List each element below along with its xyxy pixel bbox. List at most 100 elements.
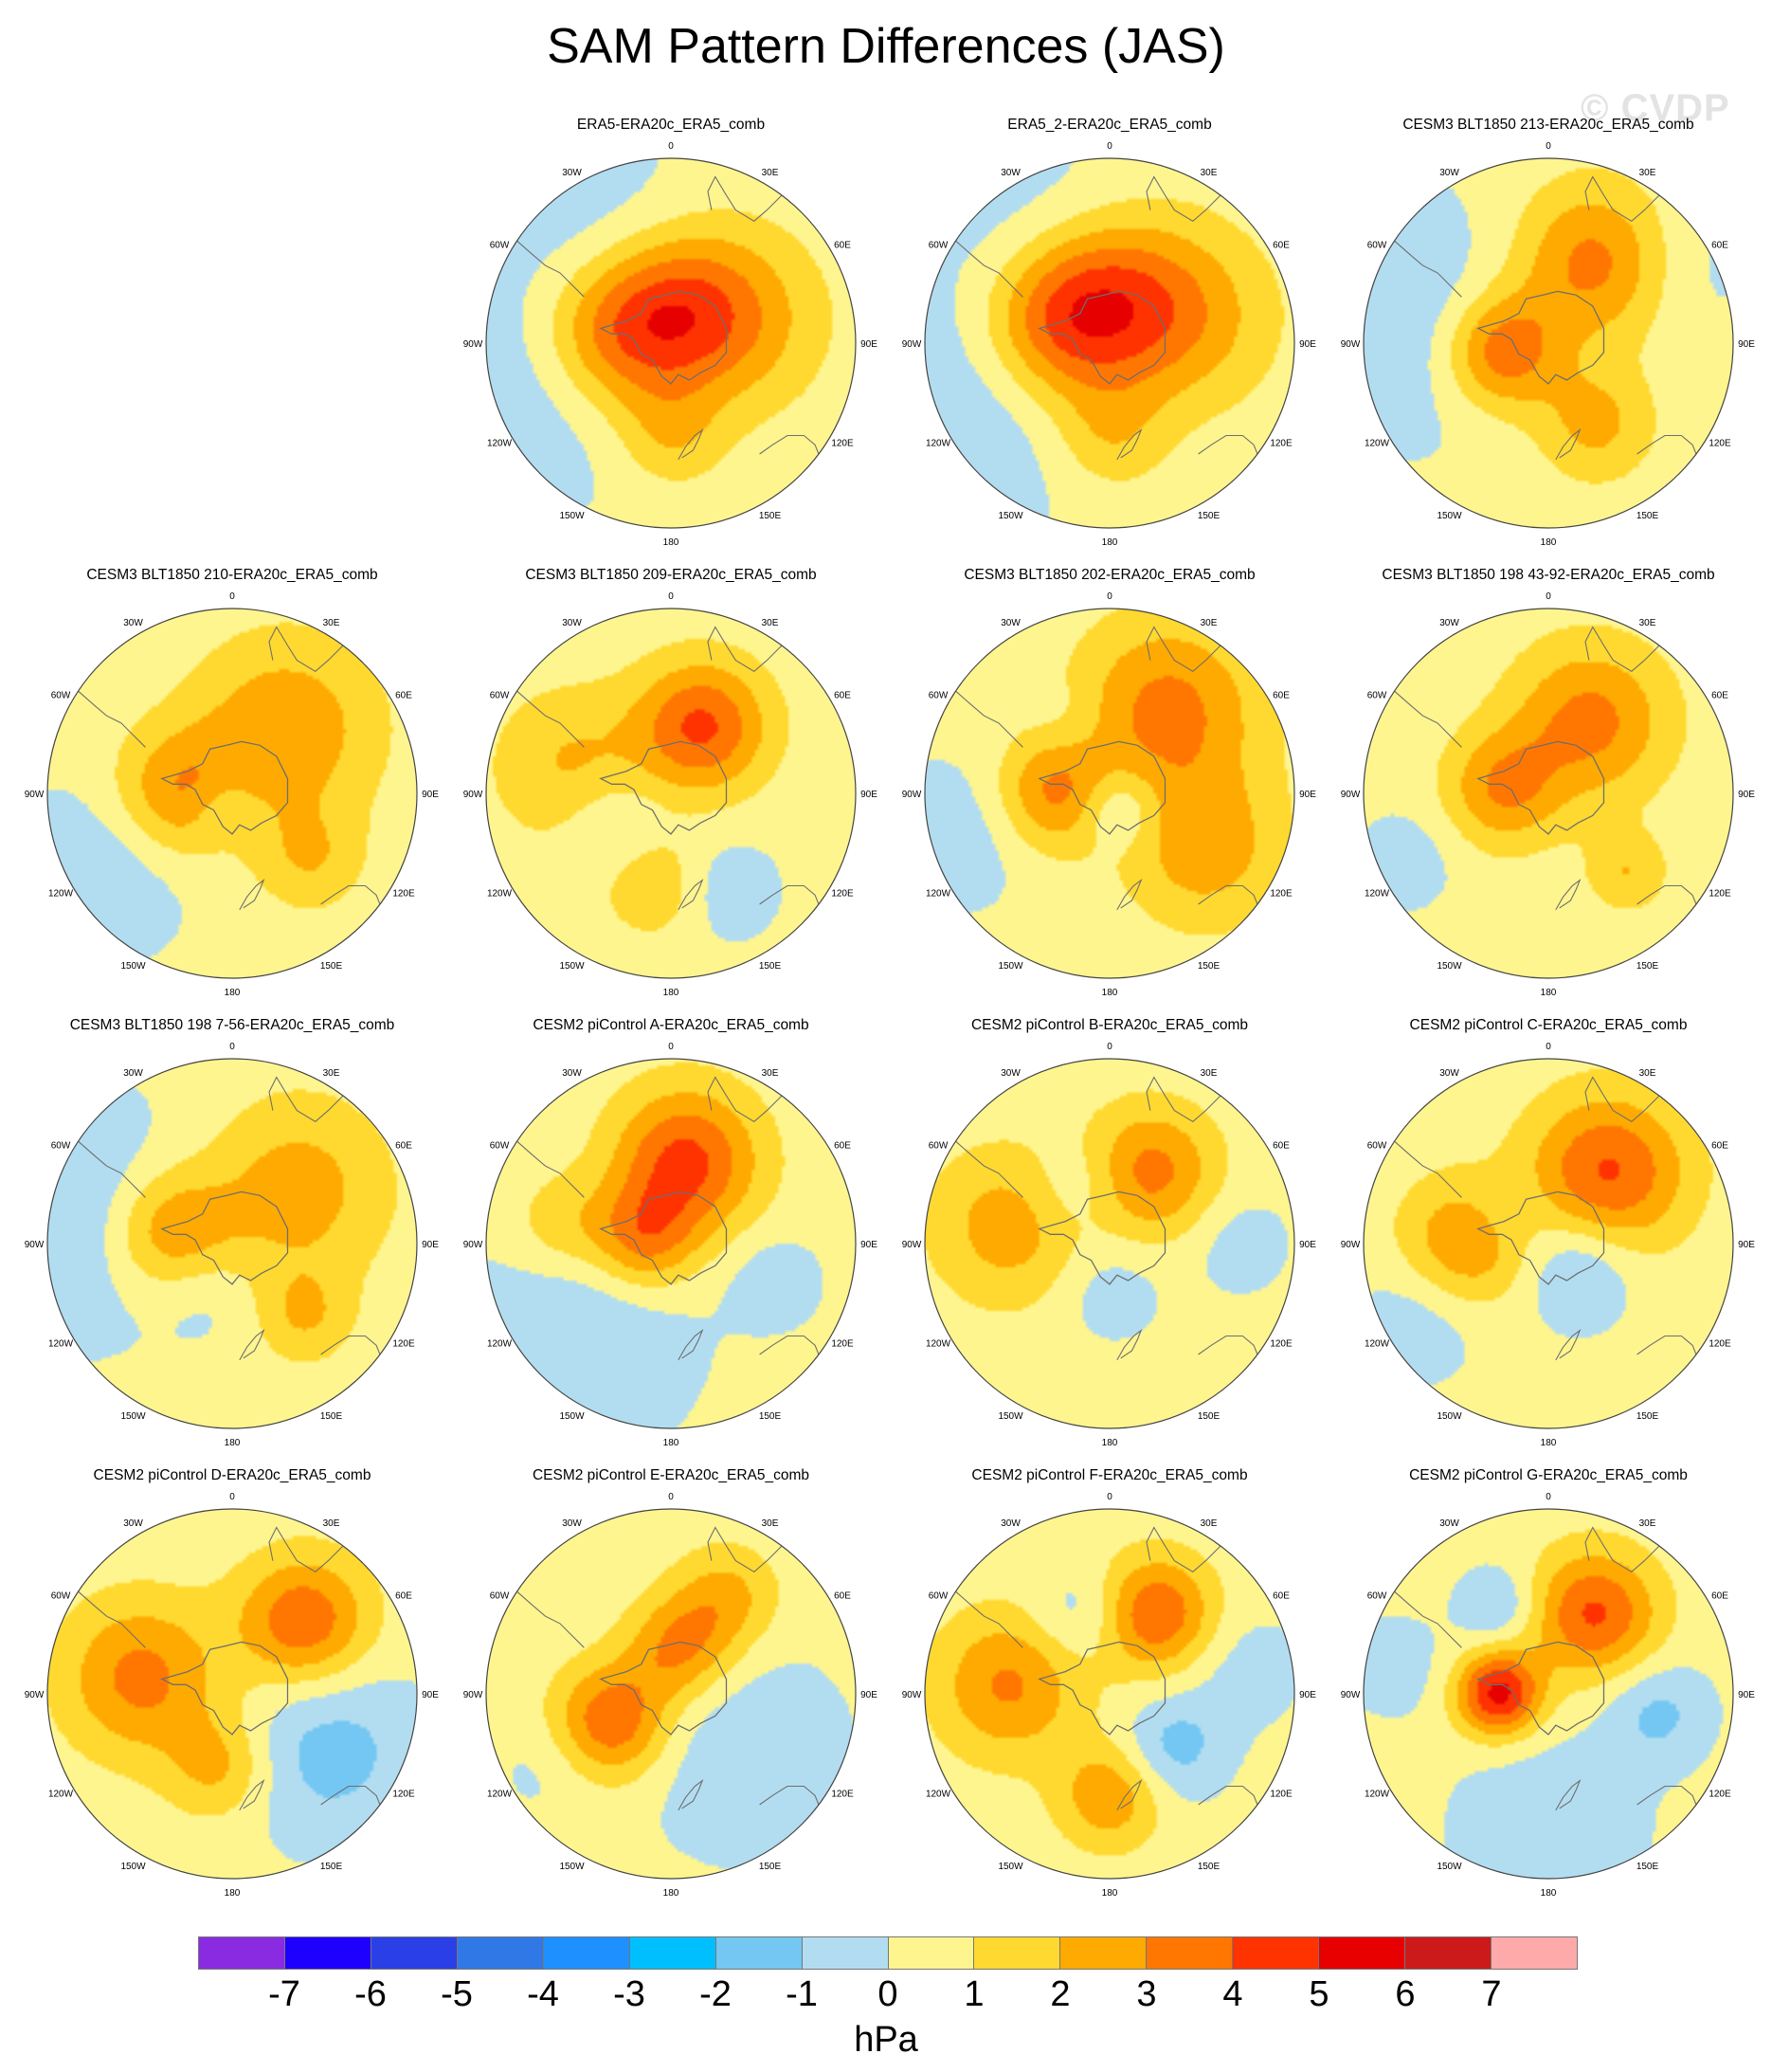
- longitude-label: 60E: [834, 241, 851, 251]
- longitude-label: 60E: [834, 1591, 851, 1602]
- colorbar-tick-label: 5: [1309, 1974, 1329, 2014]
- longitude-label: 90E: [1738, 1240, 1755, 1250]
- map-boundary: [924, 608, 1295, 979]
- longitude-label: 30W: [562, 168, 582, 178]
- map-panel: CESM2 piControl E-ERA20c_ERA5_comb 0 30E 60…: [462, 1466, 879, 1912]
- panel-title: CESM3 BLT1850 213-ERA20c_ERA5_comb: [1402, 117, 1694, 133]
- longitude-label: 150W: [1437, 1411, 1462, 1422]
- longitude-label: 90W: [1341, 1240, 1361, 1250]
- longitude-label: 150W: [998, 1862, 1023, 1872]
- colorbar-swatch: [888, 1937, 975, 1969]
- colorbar-tick-label: -2: [699, 1974, 732, 2014]
- longitude-label: 150W: [998, 1411, 1023, 1422]
- coastline: [1584, 1526, 1660, 1572]
- colorbar-swatch: [629, 1937, 716, 1969]
- longitude-label: 180: [225, 988, 241, 998]
- longitude-label: 150E: [759, 1862, 782, 1872]
- coastline: [1038, 290, 1166, 385]
- longitude-label: 150E: [759, 511, 782, 521]
- longitude-label: 90E: [1738, 339, 1755, 350]
- slp-difference-field: [925, 1509, 1294, 1879]
- map-panel: CESM2 piControl D-ERA20c_ERA5_comb 0 30E 60…: [24, 1466, 441, 1912]
- longitude-label: 90W: [902, 1240, 922, 1250]
- longitude-label: 120E: [831, 1790, 854, 1800]
- colorbar-swatch: [1405, 1937, 1492, 1969]
- coastlines: [1382, 1526, 1705, 1833]
- map-boundary: [485, 1058, 857, 1429]
- polar-stereographic-map: 0 30E 60E 90E 120E 150E 180 150W 120W 90W 60W 30W: [463, 1492, 878, 1899]
- panel-title: CESM2 piControl G-ERA20c_ERA5_comb: [1409, 1467, 1688, 1483]
- longitude-label: 120W: [48, 889, 74, 900]
- coastline: [1038, 740, 1166, 835]
- longitude-label: 60E: [395, 691, 412, 701]
- slp-difference-field: [486, 609, 856, 978]
- longitude-label: 90W: [463, 339, 483, 350]
- panel-title: CESM2 piControl C-ERA20c_ERA5_comb: [1409, 1017, 1688, 1033]
- longitude-label: 120W: [487, 889, 513, 900]
- map-boundary: [1363, 157, 1734, 529]
- longitude-label: 120E: [392, 1790, 415, 1800]
- longitude-label: 120E: [1270, 889, 1293, 900]
- longitude-label: 60E: [1711, 691, 1728, 701]
- coastline: [599, 290, 728, 385]
- longitude-label: 120E: [831, 1339, 854, 1350]
- colorbar-swatch: [1492, 1937, 1577, 1969]
- coastline: [504, 1128, 585, 1198]
- map-panel: CESM2 piControl F-ERA20c_ERA5_comb 0 30E 60…: [901, 1466, 1318, 1912]
- longitude-label: 0: [1546, 141, 1551, 152]
- polar-stereographic-map: 0 30E 60E 90E 120E 150E 180 150W 120W 90W 60W 30W: [25, 591, 440, 998]
- longitude-label: 90E: [1299, 790, 1316, 800]
- longitude-label: 120W: [926, 439, 951, 449]
- longitude-label: 0: [1546, 1042, 1551, 1052]
- coastline: [1382, 1578, 1462, 1648]
- longitude-label: 60E: [1273, 241, 1290, 251]
- longitude-label: 120E: [1270, 1339, 1293, 1350]
- longitude-label: 90E: [860, 790, 877, 800]
- coastline: [160, 1641, 289, 1736]
- longitude-label: 90W: [25, 1690, 45, 1700]
- coastline: [1555, 1778, 1582, 1811]
- map-panel: CESM2 piControl G-ERA20c_ERA5_comb 0 30E 60…: [1340, 1466, 1757, 1912]
- coastline: [1146, 1076, 1221, 1122]
- map-boundary: [924, 1058, 1295, 1429]
- coastline: [1584, 175, 1660, 222]
- longitude-label: 180: [1541, 537, 1557, 548]
- colorbar-swatch: [371, 1937, 458, 1969]
- map-panel: CESM3 BLT1850 210-ERA20c_ERA5_comb 0 30E 60…: [24, 566, 441, 1011]
- coastline: [160, 1190, 289, 1285]
- longitude-label: 120E: [1270, 1790, 1293, 1800]
- polar-stereographic-map: 0 30E 60E 90E 120E 150E 180 150W 120W 90W 60W 30W: [25, 1492, 440, 1899]
- longitude-label: 90E: [1738, 1690, 1755, 1700]
- longitude-label: 30W: [1439, 1518, 1459, 1529]
- longitude-label: 30W: [1001, 1068, 1021, 1079]
- slp-difference-field: [47, 609, 417, 978]
- longitude-label: 90W: [1341, 790, 1361, 800]
- longitude-label: 120E: [1709, 439, 1731, 449]
- colorbar-tick-label: 1: [964, 1974, 985, 2014]
- coastline: [707, 1526, 783, 1572]
- coastline: [1116, 427, 1143, 461]
- panel-title: CESM3 BLT1850 202-ERA20c_ERA5_comb: [964, 567, 1256, 583]
- coastline: [65, 1578, 146, 1648]
- longitude-label: 0: [668, 141, 674, 152]
- map-boundary: [485, 608, 857, 979]
- map-boundary: [485, 1508, 857, 1880]
- longitude-label: 120E: [392, 889, 415, 900]
- polar-stereographic-map: 0 30E 60E 90E 120E 150E 180 150W 120W 90W 60W 30W: [902, 141, 1317, 548]
- map-boundary: [924, 1508, 1295, 1880]
- map-panel: CESM3 BLT1850 198 43-92-ERA20c_ERA5_comb…: [1340, 566, 1757, 1011]
- longitude-label: 120W: [48, 1339, 74, 1350]
- polar-stereographic-map: 0 30E 60E 90E 120E 150E 180 150W 120W 90W 60W 30W: [902, 1042, 1317, 1448]
- longitude-label: 30E: [323, 618, 340, 628]
- longitude-label: 120W: [1365, 1339, 1390, 1350]
- longitude-label: 60W: [490, 241, 510, 251]
- longitude-label: 150E: [1198, 1862, 1221, 1872]
- longitude-label: 120W: [1365, 439, 1390, 449]
- panel-title: CESM2 piControl B-ERA20c_ERA5_comb: [970, 1017, 1249, 1033]
- longitude-label: 60E: [834, 691, 851, 701]
- map-panel: CESM3 BLT1850 202-ERA20c_ERA5_comb 0 30E 60…: [901, 566, 1318, 1011]
- longitude-label: 60E: [1711, 1141, 1728, 1152]
- map-boundary: [46, 608, 418, 979]
- coastline: [678, 1328, 704, 1361]
- longitude-label: 30E: [1639, 1518, 1656, 1529]
